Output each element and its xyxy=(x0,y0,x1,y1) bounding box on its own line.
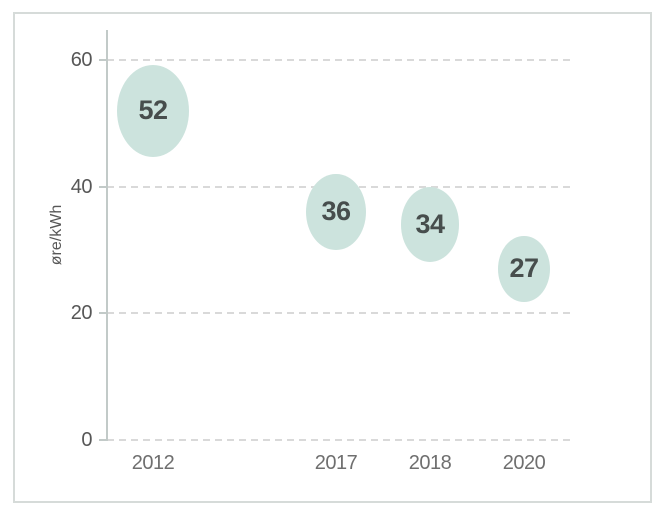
bubble-value: 27 xyxy=(509,253,539,284)
x-tick-label: 2017 xyxy=(314,452,358,474)
y-tick-mark xyxy=(99,439,107,441)
gridline xyxy=(107,59,570,61)
y-axis-title: øre/kWh xyxy=(48,204,65,266)
bubble-value: 36 xyxy=(321,196,351,227)
y-tick-label: 20 xyxy=(70,302,93,325)
bubble: 36 xyxy=(306,173,366,251)
y-tick-label: 0 xyxy=(81,429,92,451)
bubble: 27 xyxy=(498,235,550,303)
x-tick-label: 2018 xyxy=(408,452,452,474)
y-tick-mark xyxy=(99,185,107,188)
gridline xyxy=(107,312,570,315)
bubble: 52 xyxy=(116,64,190,157)
y-tick-mark xyxy=(99,59,107,61)
y-tick-label: 40 xyxy=(70,175,93,198)
bubble: 34 xyxy=(400,187,460,262)
bubble-value: 52 xyxy=(138,95,168,126)
y-tick-label: 60 xyxy=(70,49,93,71)
bubble-value: 34 xyxy=(415,209,445,240)
y-axis-line xyxy=(106,30,108,441)
y-tick-mark xyxy=(99,312,107,315)
gridline xyxy=(107,439,570,441)
x-tick-label: 2012 xyxy=(131,452,175,474)
x-tick-label: 2020 xyxy=(502,452,546,474)
